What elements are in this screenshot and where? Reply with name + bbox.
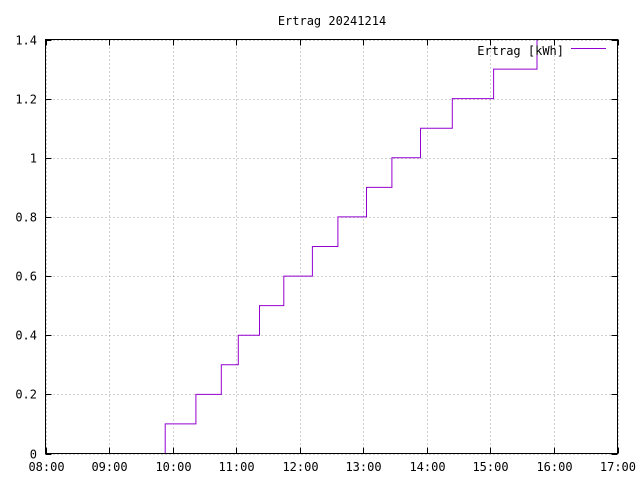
plot-frame [45, 39, 618, 454]
chart-title: Ertrag 20241214 [278, 14, 386, 28]
x-tick-label: 14:00 [409, 460, 445, 474]
x-tick-label: 08:00 [28, 460, 64, 474]
x-tick-label: 10:00 [155, 460, 191, 474]
x-axis: 08:00 09:00 10:00 11:00 12:00 13:00 14:00 15:00… [28, 39, 636, 474]
x-tick-label: 15:00 [472, 460, 508, 474]
y-tick-label: 0.4 [15, 329, 37, 343]
x-tick-label: 17:00 [600, 460, 636, 474]
y-tick-label: 1.2 [15, 93, 37, 107]
x-tick-label: 13:00 [345, 460, 381, 474]
y-tick-label: 1.4 [15, 34, 37, 48]
y-tick-label: 1 [30, 152, 37, 166]
y-tick-label: 0.2 [15, 388, 37, 402]
series-line [164, 39, 538, 454]
legend: Ertrag [kWh] [477, 44, 606, 58]
y-tick-label: 0.8 [15, 211, 37, 225]
x-tick-label: 11:00 [218, 460, 254, 474]
y-tick-label: 0 [30, 448, 37, 462]
x-tick-label: 16:00 [536, 460, 572, 474]
y-tick-label: 0.6 [15, 270, 37, 284]
y-axis: 0 0.2 0.4 0.6 0.8 1 1.2 1.4 [15, 34, 618, 462]
legend-label: Ertrag [kWh] [477, 44, 564, 58]
x-tick-label: 09:00 [91, 460, 127, 474]
x-tick-label: 12:00 [282, 460, 318, 474]
series-layer [164, 39, 538, 454]
grid [45, 39, 619, 455]
